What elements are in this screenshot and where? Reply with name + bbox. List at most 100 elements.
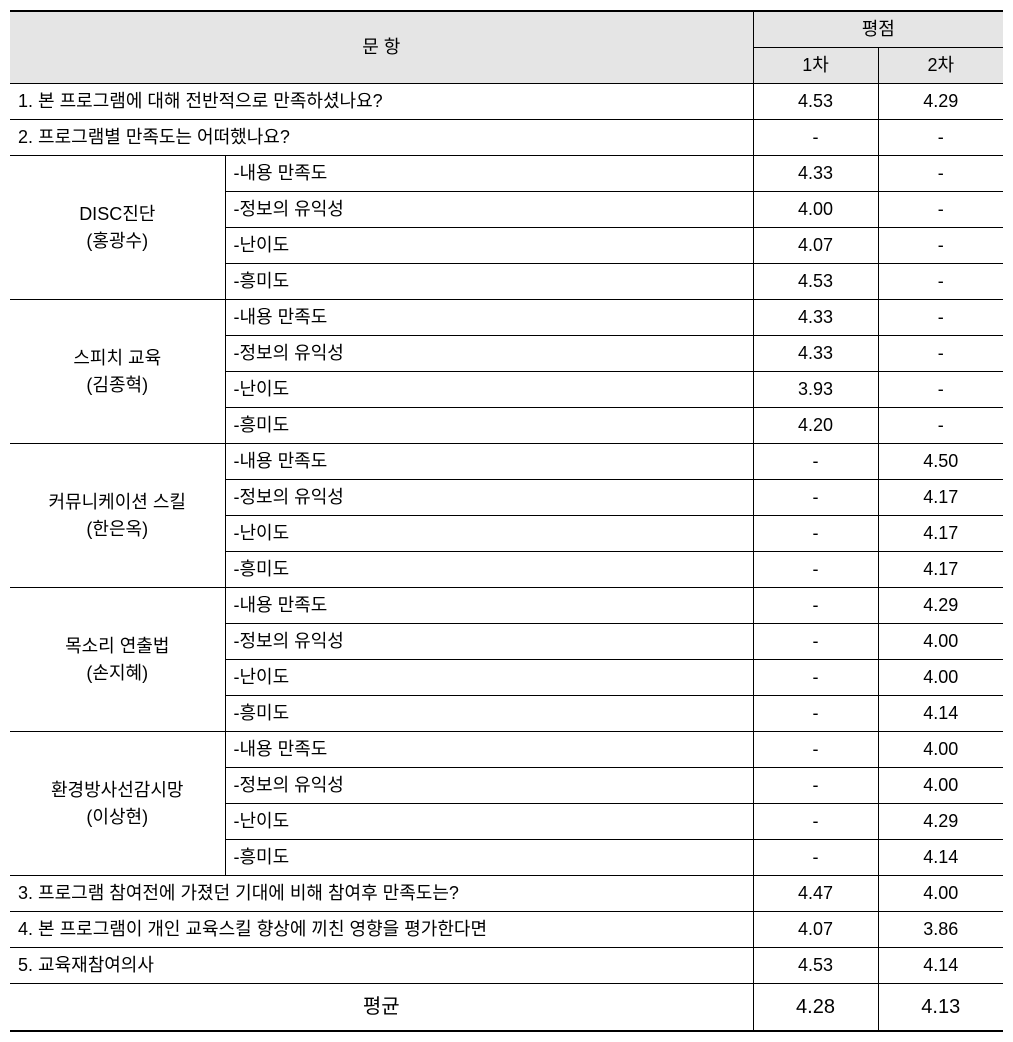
header-question: 문 항 bbox=[10, 11, 753, 84]
score-r2: - bbox=[878, 300, 1003, 336]
table-row: 커뮤니케이션 스킬(한은옥)-내용 만족도-4.50 bbox=[10, 444, 1003, 480]
group-name: DISC진단 bbox=[18, 201, 217, 228]
q3-r2: 4.00 bbox=[878, 876, 1003, 912]
score-r1: 4.07 bbox=[753, 228, 878, 264]
sub-item-label: -정보의 유익성 bbox=[225, 480, 753, 516]
score-r2: 4.14 bbox=[878, 696, 1003, 732]
q5-text: 5. 교육재참여의사 bbox=[10, 948, 753, 984]
group-label: 커뮤니케이션 스킬(한은옥) bbox=[10, 444, 225, 588]
group-instructor: (한은옥) bbox=[18, 516, 217, 543]
table-row: 목소리 연출법(손지혜) -내용 만족도-4.29 bbox=[10, 588, 1003, 624]
sub-item-label: -흥미도 bbox=[225, 840, 753, 876]
score-r2: 4.00 bbox=[878, 768, 1003, 804]
score-r1: 4.33 bbox=[753, 336, 878, 372]
score-r1: - bbox=[753, 552, 878, 588]
group-name: 목소리 연출법 bbox=[18, 633, 217, 660]
sub-item-label: -흥미도 bbox=[225, 696, 753, 732]
sub-item-label: -흥미도 bbox=[225, 408, 753, 444]
q2-text: 2. 프로그램별 만족도는 어떠했나요? bbox=[10, 120, 753, 156]
score-r1: 4.00 bbox=[753, 192, 878, 228]
group-label: 스피치 교육(김종혁) bbox=[10, 300, 225, 444]
q1-r1: 4.53 bbox=[753, 84, 878, 120]
q5-r2: 4.14 bbox=[878, 948, 1003, 984]
score-r2: - bbox=[878, 408, 1003, 444]
question-row: 4. 본 프로그램이 개인 교육스킬 향상에 끼친 영향을 평가한다면4.073… bbox=[10, 912, 1003, 948]
average-label: 평균 bbox=[10, 984, 753, 1032]
q4-r2: 3.86 bbox=[878, 912, 1003, 948]
score-r1: 4.53 bbox=[753, 264, 878, 300]
q4-text: 4. 본 프로그램이 개인 교육스킬 향상에 끼친 영향을 평가한다면 bbox=[10, 912, 753, 948]
sub-item-label: -내용 만족도 bbox=[225, 156, 753, 192]
table-row: DISC진단(홍광수)-내용 만족도4.33- bbox=[10, 156, 1003, 192]
q1-text: 1. 본 프로그램에 대해 전반적으로 만족하셨나요? bbox=[10, 84, 753, 120]
header-round1: 1차 bbox=[753, 48, 878, 84]
table-row: 환경방사선감시망(이상현) -내용 만족도-4.00 bbox=[10, 732, 1003, 768]
score-r2: 4.17 bbox=[878, 552, 1003, 588]
score-r2: - bbox=[878, 228, 1003, 264]
score-r1: - bbox=[753, 516, 878, 552]
question-row: 3. 프로그램 참여전에 가졌던 기대에 비해 참여후 만족도는?4.474.0… bbox=[10, 876, 1003, 912]
score-r1: - bbox=[753, 480, 878, 516]
group-name: 스피치 교육 bbox=[18, 345, 217, 372]
score-r1: - bbox=[753, 624, 878, 660]
group-instructor: (이상현) bbox=[18, 804, 217, 831]
q5-r1: 4.53 bbox=[753, 948, 878, 984]
q3-text: 3. 프로그램 참여전에 가졌던 기대에 비해 참여후 만족도는? bbox=[10, 876, 753, 912]
average-r1: 4.28 bbox=[753, 984, 878, 1032]
group-name: 환경방사선감시망 bbox=[18, 777, 217, 804]
score-r2: - bbox=[878, 336, 1003, 372]
sub-item-label: -난이도 bbox=[225, 804, 753, 840]
score-r2: 4.29 bbox=[878, 588, 1003, 624]
sub-item-label: -흥미도 bbox=[225, 264, 753, 300]
score-r2: - bbox=[878, 372, 1003, 408]
group-instructor: (손지혜) bbox=[18, 660, 217, 687]
score-r2: 4.00 bbox=[878, 660, 1003, 696]
score-r1: - bbox=[753, 696, 878, 732]
table-row: 스피치 교육(김종혁) -내용 만족도4.33- bbox=[10, 300, 1003, 336]
survey-table: 문 항 평점 1차 2차 1. 본 프로그램에 대해 전반적으로 만족하셨나요?… bbox=[10, 10, 1003, 1032]
score-r1: 4.33 bbox=[753, 300, 878, 336]
header-row-1: 문 항 평점 bbox=[10, 11, 1003, 48]
sub-item-label: -난이도 bbox=[225, 228, 753, 264]
question-1-row: 1. 본 프로그램에 대해 전반적으로 만족하셨나요? 4.53 4.29 bbox=[10, 84, 1003, 120]
average-row: 평균4.284.13 bbox=[10, 984, 1003, 1032]
score-r2: 4.14 bbox=[878, 840, 1003, 876]
q2-r2: - bbox=[878, 120, 1003, 156]
sub-item-label: -흥미도 bbox=[225, 552, 753, 588]
score-r1: 3.93 bbox=[753, 372, 878, 408]
group-name: 커뮤니케이션 스킬 bbox=[18, 489, 217, 516]
average-r2: 4.13 bbox=[878, 984, 1003, 1032]
score-r2: 4.50 bbox=[878, 444, 1003, 480]
score-r1: 4.33 bbox=[753, 156, 878, 192]
q2-r1: - bbox=[753, 120, 878, 156]
score-r2: 4.17 bbox=[878, 480, 1003, 516]
score-r2: 4.00 bbox=[878, 732, 1003, 768]
sub-item-label: -내용 만족도 bbox=[225, 444, 753, 480]
score-r2: - bbox=[878, 156, 1003, 192]
score-r1: - bbox=[753, 588, 878, 624]
score-r1: - bbox=[753, 768, 878, 804]
sub-item-label: -난이도 bbox=[225, 660, 753, 696]
score-r1: - bbox=[753, 804, 878, 840]
q4-r1: 4.07 bbox=[753, 912, 878, 948]
sub-item-label: -정보의 유익성 bbox=[225, 336, 753, 372]
sub-item-label: -난이도 bbox=[225, 372, 753, 408]
header-round2: 2차 bbox=[878, 48, 1003, 84]
sub-item-label: -내용 만족도 bbox=[225, 300, 753, 336]
score-r1: - bbox=[753, 840, 878, 876]
score-r1: - bbox=[753, 732, 878, 768]
group-instructor: (김종혁) bbox=[18, 372, 217, 399]
group-label: DISC진단(홍광수) bbox=[10, 156, 225, 300]
sub-item-label: -내용 만족도 bbox=[225, 732, 753, 768]
sub-item-label: -정보의 유익성 bbox=[225, 624, 753, 660]
question-row: 5. 교육재참여의사4.534.14 bbox=[10, 948, 1003, 984]
q1-r2: 4.29 bbox=[878, 84, 1003, 120]
score-r2: 4.29 bbox=[878, 804, 1003, 840]
group-label: 목소리 연출법(손지혜) bbox=[10, 588, 225, 732]
question-2-row: 2. 프로그램별 만족도는 어떠했나요? - - bbox=[10, 120, 1003, 156]
sub-item-label: -난이도 bbox=[225, 516, 753, 552]
score-r1: 4.20 bbox=[753, 408, 878, 444]
header-score: 평점 bbox=[753, 11, 1003, 48]
group-instructor: (홍광수) bbox=[18, 228, 217, 255]
score-r2: - bbox=[878, 192, 1003, 228]
